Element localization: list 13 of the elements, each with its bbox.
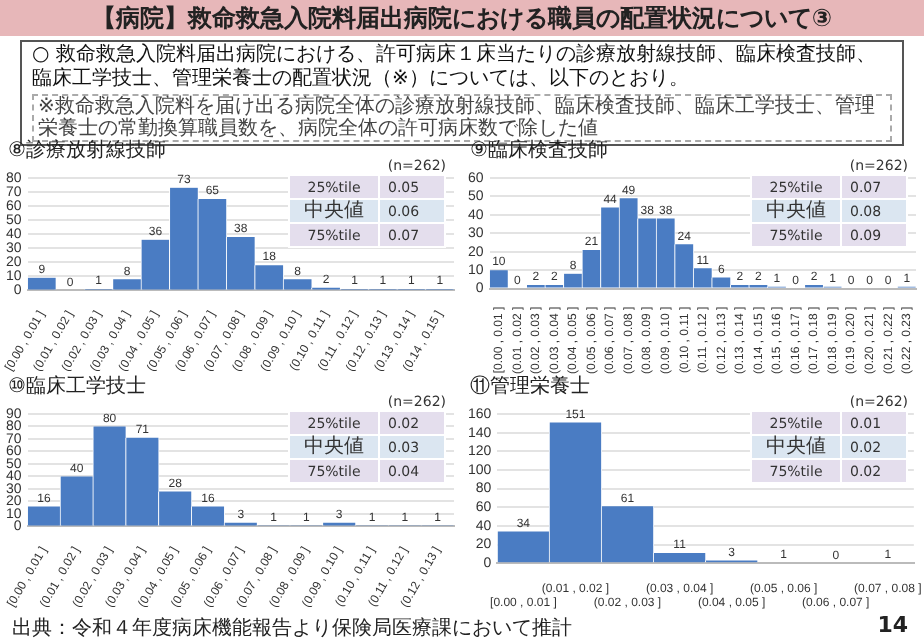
chart-title: ⑪管理栄養士 xyxy=(470,376,590,398)
chart-title: ⑧診療放射線技師 xyxy=(8,140,166,162)
annotation: 中央値 xyxy=(302,435,366,458)
annotation: 中央値 xyxy=(302,199,366,222)
chart-title: ⑩臨床工学技士 xyxy=(8,376,146,398)
source-note: 出典：令和４年度病床機能報告より保険局医療課において推計 xyxy=(12,615,572,640)
annotation: 中央値 xyxy=(764,199,828,222)
text: ※救命救急入院料を届け出る病院全体の診療放射線技師、臨床検査技師、臨床工学技士、管理栄養士の常勤換算職員数を、病院全体の許可病床数で除した値 xyxy=(32,94,892,142)
chart-title: ⑨臨床検査技師 xyxy=(470,140,608,162)
text: 【病院】救命救急入院料届出病院における職員の配置状況について③ xyxy=(0,0,924,36)
text: ○ 救命救急入院料届出病院における、許可病床１床当たりの診療放射線技師、臨床検査技師、臨床工学技士、管理栄養士の配置状況（※）については、以下のとおり。 xyxy=(32,44,878,92)
annotation: 中央値 xyxy=(764,435,828,458)
text: 14 xyxy=(877,612,908,638)
